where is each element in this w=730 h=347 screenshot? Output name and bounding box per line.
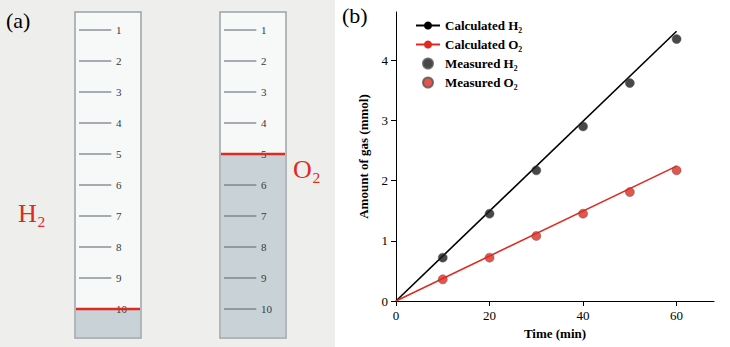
svg-text:3: 3 — [116, 86, 122, 98]
svg-text:1: 1 — [261, 24, 267, 36]
svg-text:5: 5 — [116, 148, 122, 160]
svg-text:7: 7 — [116, 210, 122, 222]
svg-text:20: 20 — [483, 308, 496, 323]
svg-text:(b): (b) — [342, 3, 368, 28]
svg-text:8: 8 — [261, 241, 267, 253]
svg-text:4: 4 — [116, 117, 122, 129]
svg-text:Calculated O₂: Calculated O₂ — [445, 37, 522, 52]
svg-text:2: 2 — [382, 173, 389, 188]
svg-text:5: 5 — [260, 148, 267, 160]
svg-text:3: 3 — [382, 113, 389, 128]
svg-text:1: 1 — [116, 24, 122, 36]
svg-text:10: 10 — [115, 303, 127, 315]
svg-text:40: 40 — [577, 308, 590, 323]
svg-text:10: 10 — [261, 303, 273, 315]
svg-text:2: 2 — [261, 55, 267, 67]
svg-text:6: 6 — [116, 179, 122, 191]
svg-text:(a): (a) — [6, 8, 30, 33]
svg-text:8: 8 — [116, 241, 122, 253]
svg-text:Time (min): Time (min) — [524, 326, 586, 341]
svg-text:9: 9 — [116, 272, 122, 284]
svg-text:2: 2 — [116, 55, 122, 67]
svg-text:4: 4 — [261, 117, 267, 129]
svg-text:0: 0 — [382, 294, 389, 309]
svg-text:Measured O₂: Measured O₂ — [445, 75, 518, 90]
svg-text:3: 3 — [261, 86, 267, 98]
svg-text:Calculated H₂: Calculated H₂ — [445, 18, 522, 33]
svg-text:H₂: H₂ — [18, 199, 46, 228]
svg-text:9: 9 — [261, 272, 267, 284]
svg-text:4: 4 — [382, 53, 389, 68]
svg-text:0: 0 — [393, 308, 400, 323]
svg-text:7: 7 — [261, 210, 267, 222]
svg-text:6: 6 — [261, 179, 267, 191]
svg-text:Measured H₂: Measured H₂ — [445, 56, 518, 71]
svg-text:Amount of gas (mmol): Amount of gas (mmol) — [356, 94, 371, 219]
svg-text:60: 60 — [670, 308, 683, 323]
svg-text:1: 1 — [382, 233, 389, 248]
svg-text:O₂: O₂ — [293, 155, 321, 184]
